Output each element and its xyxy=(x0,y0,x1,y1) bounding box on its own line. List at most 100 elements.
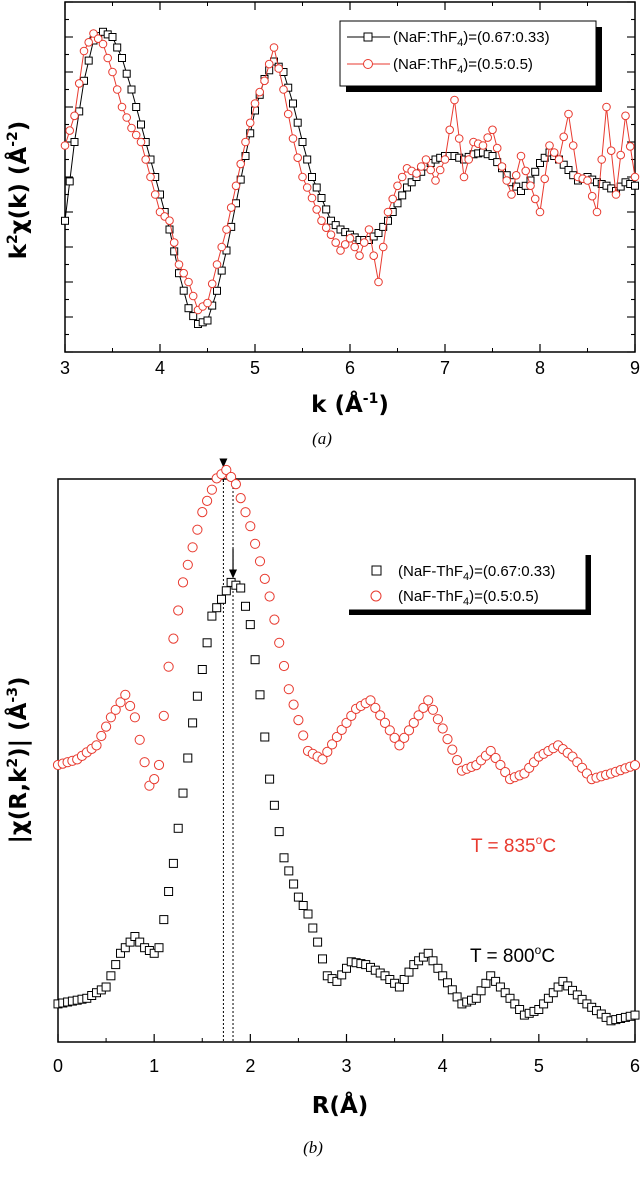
data-point-square xyxy=(536,159,544,167)
data-point-square xyxy=(337,970,347,980)
legend-a-entry-2: (NaF:ThF4)=(0.5:0.5) xyxy=(393,56,533,76)
data-point-square xyxy=(125,937,135,947)
data-point-circle xyxy=(327,739,338,750)
data-point-square xyxy=(221,586,231,596)
data-point-circle xyxy=(259,573,270,585)
data-point-circle xyxy=(141,155,150,164)
data-point-square xyxy=(308,923,318,933)
x-tick-label: 3 xyxy=(341,1056,351,1076)
data-point-circle xyxy=(540,174,550,184)
data-point-circle xyxy=(583,176,592,185)
peak-arrow-head xyxy=(219,458,228,468)
data-point-circle xyxy=(383,207,393,217)
data-point-circle xyxy=(379,717,391,729)
data-point-circle xyxy=(74,79,84,88)
panel-b-legend: (NaF-ThF4)=(0.67:0.33) (NaF-ThF4)=(0.5:0… xyxy=(342,548,591,615)
data-point-square xyxy=(101,982,111,992)
data-point-circle xyxy=(108,67,117,77)
panel-a-x-label: k (Å-1) xyxy=(311,390,389,418)
data-point-circle xyxy=(413,710,424,721)
data-point-circle xyxy=(110,704,121,715)
data-point-circle xyxy=(388,194,398,204)
data-point-circle xyxy=(408,717,419,729)
data-point-square xyxy=(106,971,116,981)
x-tick-label: 6 xyxy=(630,1056,640,1076)
data-point-square xyxy=(188,718,198,728)
data-point-circle xyxy=(418,702,429,714)
panel-a-legend: (NaF:ThF4)=(0.67:0.33) (NaF:ThF4)=(0.5:0… xyxy=(339,20,602,92)
data-point-square xyxy=(631,181,639,190)
data-point-circle xyxy=(165,216,174,225)
data-point-square xyxy=(184,304,193,313)
data-point-square xyxy=(495,982,505,992)
data-point-circle xyxy=(230,479,241,490)
data-point-circle xyxy=(545,141,554,150)
panel-a-series xyxy=(60,27,640,328)
data-point-circle xyxy=(412,169,421,178)
legend-square-marker xyxy=(363,32,373,42)
annotation-t835: T = 835oC xyxy=(471,833,556,857)
data-point-circle xyxy=(70,111,79,121)
data-point-square xyxy=(476,986,486,996)
data-point-circle xyxy=(336,246,345,255)
data-point-circle xyxy=(298,172,307,182)
data-point-circle xyxy=(495,759,506,771)
data-point-circle xyxy=(340,240,350,249)
x-tick-label: 2 xyxy=(245,1056,255,1076)
data-point-circle xyxy=(307,193,317,203)
data-point-square xyxy=(217,594,226,604)
data-point-circle xyxy=(364,225,374,234)
data-point-square xyxy=(111,960,121,970)
data-point-circle xyxy=(359,238,369,247)
data-point-circle xyxy=(621,111,630,121)
data-point-circle xyxy=(96,730,107,742)
data-point-square xyxy=(255,690,265,700)
data-point-circle xyxy=(346,710,357,722)
data-point-circle xyxy=(278,660,290,672)
data-point-square xyxy=(404,967,414,977)
data-point-circle xyxy=(450,95,459,105)
data-point-square xyxy=(202,638,212,648)
data-point-circle xyxy=(122,113,131,122)
data-point-square xyxy=(308,173,316,181)
data-point-circle xyxy=(602,102,611,112)
x-tick-label: 7 xyxy=(440,358,450,378)
data-point-circle xyxy=(317,754,328,765)
data-point-circle xyxy=(403,725,415,736)
data-point-circle xyxy=(507,190,516,199)
data-point-square xyxy=(179,286,188,295)
data-point-circle xyxy=(616,150,626,160)
x-tick-label: 4 xyxy=(438,1056,448,1076)
data-point-square xyxy=(217,266,226,275)
legend-b-entry-1: (NaF-ThF4)=(0.67:0.33) xyxy=(398,563,555,583)
data-point-circle xyxy=(611,190,621,199)
data-point-circle xyxy=(559,132,569,142)
data-point-square xyxy=(118,54,126,62)
data-point-circle xyxy=(331,238,341,247)
data-point-square xyxy=(327,216,335,225)
data-point-circle xyxy=(321,223,331,232)
data-point-circle xyxy=(629,760,640,771)
data-point-circle xyxy=(222,225,231,234)
data-point-circle xyxy=(293,715,304,726)
data-point-circle xyxy=(192,524,203,535)
data-point-circle xyxy=(516,151,526,161)
data-point-square xyxy=(447,985,457,995)
data-point-square xyxy=(154,943,164,953)
panel-a-y-label: k2χ(k) (Å-2) xyxy=(4,121,32,260)
data-point-circle xyxy=(226,471,237,483)
data-point-square xyxy=(471,993,481,1003)
data-point-circle xyxy=(365,695,376,706)
data-point-circle xyxy=(384,725,395,736)
data-point-square xyxy=(548,988,558,998)
data-point-circle xyxy=(378,242,388,252)
x-tick-label: 5 xyxy=(534,1056,544,1076)
data-point-square xyxy=(543,993,553,1003)
data-point-square xyxy=(116,948,125,958)
data-point-square xyxy=(443,978,452,988)
data-point-square xyxy=(433,963,443,973)
data-point-circle xyxy=(485,745,496,757)
data-point-circle xyxy=(464,155,474,164)
data-point-square xyxy=(515,1005,525,1014)
data-point-circle xyxy=(432,714,443,725)
